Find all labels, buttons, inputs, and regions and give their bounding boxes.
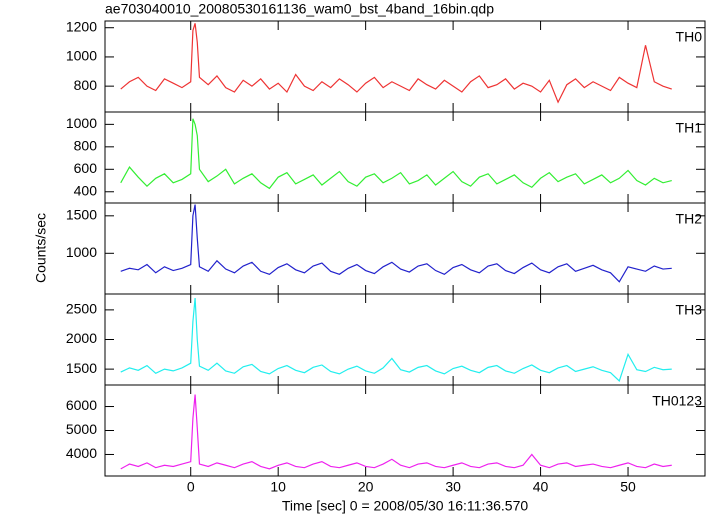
y-tick-label: 1500	[66, 360, 97, 376]
panel-label: TH0	[676, 29, 703, 45]
light-curve	[120, 204, 672, 283]
x-tick-label: 40	[533, 479, 549, 495]
y-tick-label: 1500	[66, 207, 97, 223]
y-axis-label: Counts/sec	[33, 213, 49, 283]
y-tick-label: 600	[74, 160, 98, 176]
chart-title: ae703040010_20080530161136_wam0_bst_4ban…	[105, 1, 494, 17]
y-tick-label: 5000	[66, 421, 97, 437]
y-tick-label: 4000	[66, 445, 97, 461]
x-tick-label: 20	[358, 479, 374, 495]
x-tick-label: 10	[270, 479, 286, 495]
panel-frame	[104, 202, 706, 295]
y-tick-label: 2500	[66, 301, 97, 317]
panel-label: TH0123	[652, 393, 702, 409]
panel-label: TH1	[676, 120, 703, 136]
y-tick-label: 1000	[66, 115, 97, 131]
x-tick-label: 30	[445, 479, 461, 495]
light-curve	[120, 297, 672, 383]
light-curve	[120, 394, 672, 470]
x-axis-label: Time [sec] 0 = 2008/05/30 16:11:36.570	[282, 498, 529, 514]
y-tick-label: 400	[74, 182, 98, 198]
light-curve	[120, 118, 672, 190]
y-tick-label: 1200	[66, 18, 97, 34]
x-tick-label: 50	[620, 479, 636, 495]
panel-frame	[104, 20, 706, 113]
y-tick-label: 800	[74, 77, 98, 93]
light-curve	[120, 23, 672, 104]
y-tick-label: 800	[74, 138, 98, 154]
y-tick-label: 1000	[66, 244, 97, 260]
panel-label: TH2	[676, 211, 703, 227]
y-tick-label: 1000	[66, 48, 97, 64]
y-tick-label: 2000	[66, 330, 97, 346]
x-tick-label: 0	[187, 479, 195, 495]
panel-label: TH3	[676, 302, 703, 318]
y-tick-label: 6000	[66, 397, 97, 413]
